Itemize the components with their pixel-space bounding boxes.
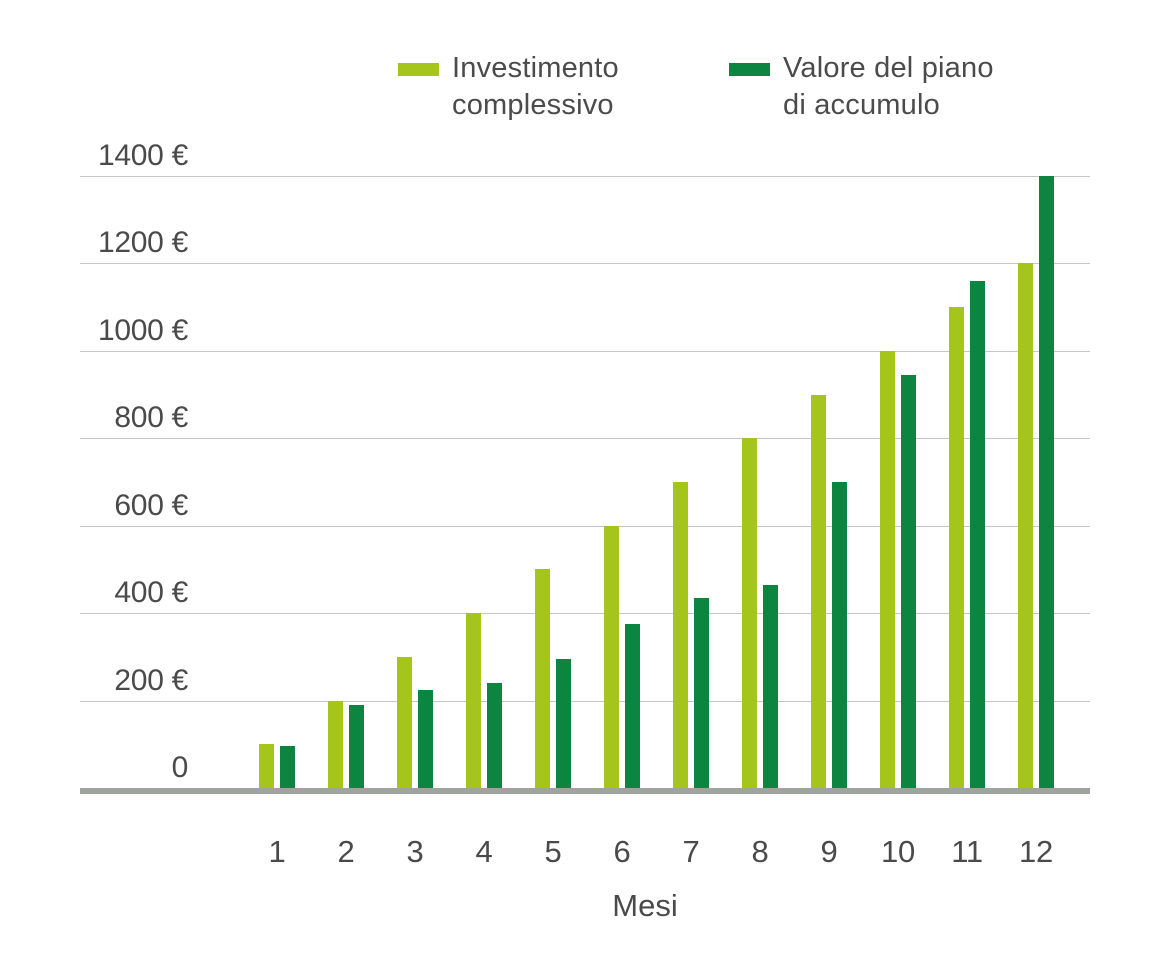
bar-valore-mese-11 [970,280,985,788]
bar-investimento-mese-2 [328,700,343,788]
bar-investimento-mese-9 [811,394,826,788]
gridline [80,700,1090,702]
legend-label-investimento: Investimento complessivo [452,52,619,121]
bar-valore-mese-4 [487,683,502,788]
gridline [80,613,1090,615]
y-axis-tick-label: 0 [171,751,189,784]
gridline [80,525,1090,527]
bar-valore-mese-1 [280,746,295,788]
bar-valore-mese-7 [694,597,709,788]
bar-investimento-mese-5 [535,569,550,788]
x-axis-tick-label: 2 [337,834,355,869]
bar-valore-mese-9 [832,482,847,788]
legend-item-investimento: Investimento complessivo [398,50,647,124]
bar-investimento-mese-7 [673,482,688,788]
y-axis-tick-label: 800 € [114,401,188,435]
y-axis-tick-label: 200 € [114,663,188,697]
x-axis-tick-label: 7 [682,834,700,869]
y-axis-tick-label: 600 € [114,488,188,522]
x-axis-tick-label: 12 [1019,834,1053,869]
y-axis-tick-label: 1000 € [98,313,188,347]
x-axis-tick-label: 6 [613,834,631,869]
bar-investimento-mese-12 [1018,263,1033,788]
bar-investimento-mese-6 [604,525,619,788]
bar-valore-mese-10 [901,374,916,788]
bar-investimento-mese-1 [259,744,274,788]
x-axis-tick-label: 4 [475,834,493,869]
x-axis-tick-label: 8 [751,834,769,869]
bar-investimento-mese-4 [466,613,481,788]
legend-swatch-valore-icon [729,63,770,76]
bar-investimento-mese-3 [397,656,412,788]
bar-investimento-mese-10 [880,350,895,788]
y-axis-tick-label: 400 € [114,576,188,610]
legend-label-valore: Valore del piano di accumulo [783,52,994,121]
bar-valore-mese-12 [1039,176,1054,788]
x-axis-tick-label: 9 [820,834,838,869]
bar-investimento-mese-11 [949,307,964,788]
x-axis-title: Mesi [612,888,678,923]
gridline [80,176,1090,177]
x-axis-tick-label: 10 [881,834,915,869]
gridline [80,438,1090,440]
x-axis-tick-label: 1 [268,834,286,869]
gridline [80,263,1090,265]
bar-valore-mese-2 [349,704,364,788]
legend-swatch-investimento-icon [398,63,439,76]
bar-valore-mese-6 [625,624,640,788]
x-axis-baseline [80,788,1090,794]
x-axis-tick-label: 11 [951,834,983,869]
bar-investimento-mese-8 [742,438,757,788]
bar-valore-mese-3 [418,689,433,788]
y-axis-tick-label: 1400 € [98,139,188,172]
y-axis-tick-label: 1200 € [98,226,188,260]
bar-valore-mese-5 [556,659,571,788]
bar-valore-mese-8 [763,584,778,788]
x-axis-tick-label: 3 [406,834,424,869]
x-axis-tick-label: 5 [544,834,562,869]
gridline [80,350,1090,352]
legend-item-valore: Valore del piano di accumulo [729,50,1023,124]
